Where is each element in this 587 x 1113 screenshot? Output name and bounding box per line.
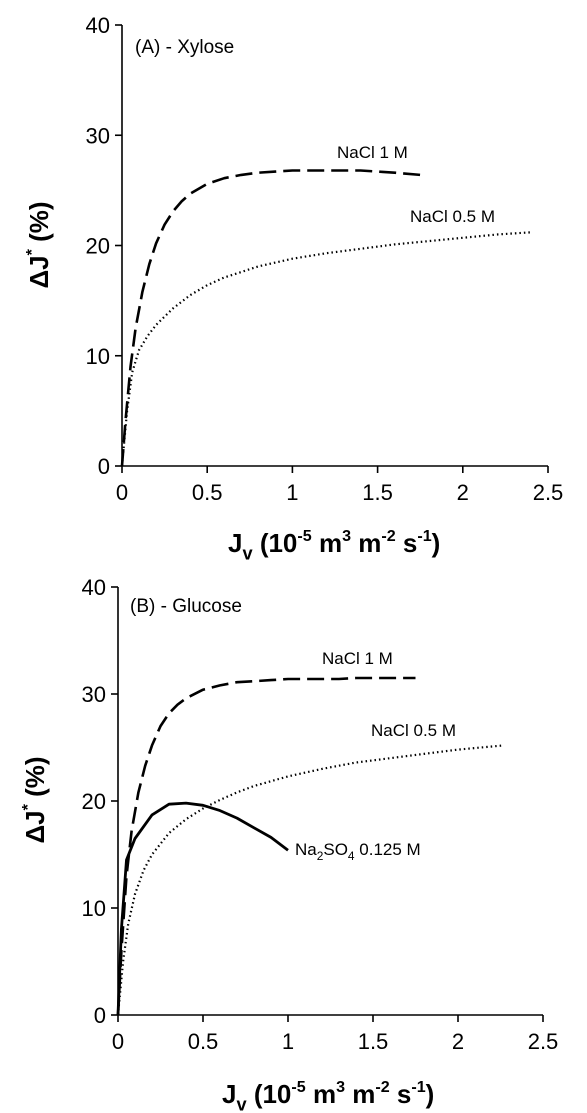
x-tick-label: 2 [457,480,469,505]
panel-title: (B) - Glucose [130,596,242,617]
series-line-na2so4-0-125-m [116,801,289,1016]
y-axis-title: ΔJ* (%) [23,201,54,288]
panel-title: (A) - Xylose [135,37,234,58]
y-tick-label: 40 [86,13,110,38]
series-line-nacl-0-5-m [116,744,505,1016]
x-tick-label: 0.5 [188,1029,219,1054]
x-tick-label: 0 [112,1029,124,1054]
x-tick-label: 0.5 [192,480,223,505]
series-label-na2so4-0-125-m: Na2SO4 0.125 M [295,840,421,863]
series-label-nacl-0-5-m: NaCl 0.5 M [410,207,495,226]
x-tick-label: 1 [282,1029,294,1054]
y-tick-label: 40 [82,575,106,600]
x-tick-label: 1.5 [362,480,393,505]
chart-panel-b: 0 10 20 30 40 0 0.5 1 1.5 2 2.5 NaCl 1 M NaCl 0.5 M N… [19,575,558,1113]
y-tick-label: 10 [82,896,106,921]
series-label-nacl-1-m: NaCl 1 M [337,143,408,162]
y-tick-label: 20 [86,234,110,259]
chart-panel-a: 0 10 20 30 40 0 0.5 1 1.5 2 2.5 NaCl 1 M NaCl 0.5 M (… [23,13,563,563]
y-axis-title: ΔJ* (%) [19,756,50,843]
series-line-nacl-0-5-m [120,231,532,467]
y-tick-label: 0 [94,1003,106,1028]
y-tick-label: 0 [98,454,110,479]
x-axis-title: Jv (10-5 m3 m-2 s-1) [228,527,440,563]
series-label-nacl-0-5-m: NaCl 0.5 M [371,721,456,740]
y-tick-label: 20 [82,789,106,814]
x-tick-label: 2.5 [533,480,564,505]
x-tick-label: 0 [116,480,128,505]
y-tick-label: 30 [86,123,110,148]
series-line-nacl-1-m [116,676,416,1016]
x-tick-label: 2 [452,1029,464,1054]
y-tick-label: 30 [82,682,106,707]
x-tick-label: 2.5 [528,1029,559,1054]
x-tick-label: 1.5 [358,1029,389,1054]
x-tick-label: 1 [286,480,298,505]
y-tick-label: 10 [86,344,110,369]
series-line-nacl-1-m [120,169,421,467]
x-axis-title: Jv (10-5 m3 m-2 s-1) [222,1078,434,1113]
series-label-nacl-1-m: NaCl 1 M [322,649,393,668]
